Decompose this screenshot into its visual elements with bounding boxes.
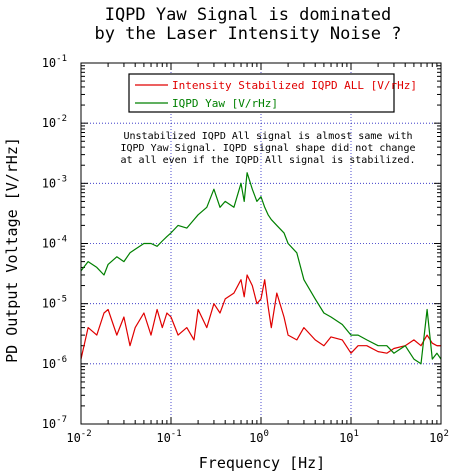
legend-label-stabilized: Intensity Stabilized IQPD ALL [V/rHz]: [172, 79, 417, 92]
annotation-line-3: at all even if the IQPD All signal is st…: [120, 155, 415, 166]
y-tick-label: 10-7: [42, 415, 67, 431]
y-tick-label: 10-2: [42, 114, 67, 130]
annotation-line-1: Unstabilized IQPD All signal is almost s…: [124, 131, 413, 142]
annotation-line-2: IQPD Yaw Signal. IQPD signal shape did n…: [120, 143, 415, 154]
legend-label-yaw: IQPD Yaw [V/rHz]: [172, 97, 278, 110]
x-axis-label: Frequency [Hz]: [199, 454, 325, 472]
legend: Intensity Stabilized IQPD ALL [V/rHz] IQ…: [128, 73, 417, 113]
y-tick-label: 10-5: [42, 295, 67, 311]
chart-title-line-2: by the Laser Intensity Noise ?: [94, 24, 401, 44]
annotation: Unstabilized IQPD All signal is almost s…: [120, 131, 415, 166]
x-tick-label: 101: [339, 429, 359, 445]
y-tick-label: 10-3: [42, 174, 67, 190]
y-tick-label: 10-1: [42, 54, 67, 70]
plot-area-frame: [80, 62, 442, 425]
y-tick-label: 10-4: [42, 235, 67, 251]
series-layer: [80, 172, 442, 365]
y-axis-label: PD Output Voltage [V/rHz]: [3, 137, 21, 363]
y-tick-labels: 10-7 10-6 10-5 10-4 10-3 10-2 10-1: [42, 54, 67, 431]
x-tick-labels: 10-2 10-1 100 101 102: [66, 429, 449, 445]
series-line-1: [80, 172, 442, 365]
x-tick-label: 10-1: [156, 429, 181, 445]
grid: [80, 63, 441, 425]
series-line-0: [80, 274, 441, 360]
legend-box: [128, 73, 395, 113]
chart-title-line-1: IQPD Yaw Signal is dominated: [105, 5, 392, 25]
x-tick-label: 102: [429, 429, 449, 445]
x-tick-label: 100: [249, 429, 269, 445]
y-tick-label: 10-6: [42, 355, 67, 371]
x-tick-label: 10-2: [66, 429, 91, 445]
